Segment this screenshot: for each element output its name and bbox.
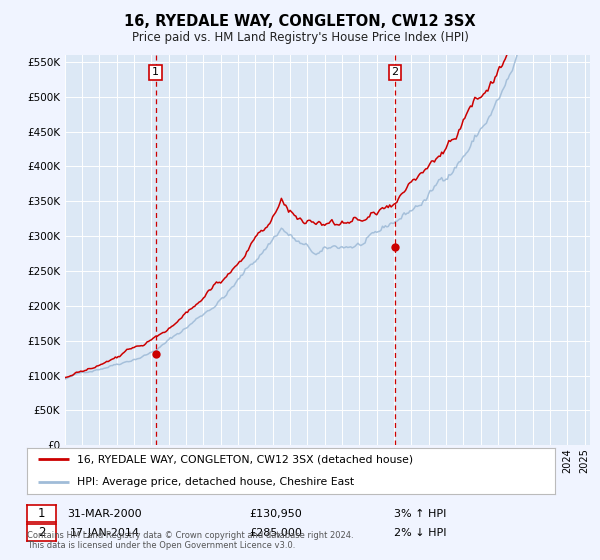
Text: £285,000: £285,000 xyxy=(250,528,302,538)
Text: 2: 2 xyxy=(38,526,45,539)
Text: Price paid vs. HM Land Registry's House Price Index (HPI): Price paid vs. HM Land Registry's House … xyxy=(131,31,469,44)
Text: 2: 2 xyxy=(391,67,398,77)
Text: 16, RYEDALE WAY, CONGLETON, CW12 3SX: 16, RYEDALE WAY, CONGLETON, CW12 3SX xyxy=(124,14,476,29)
Text: 31-MAR-2000: 31-MAR-2000 xyxy=(68,508,142,519)
Text: 2% ↓ HPI: 2% ↓ HPI xyxy=(394,528,446,538)
Text: Contains HM Land Registry data © Crown copyright and database right 2024.
This d: Contains HM Land Registry data © Crown c… xyxy=(27,531,353,550)
Text: 17-JAN-2014: 17-JAN-2014 xyxy=(70,528,140,538)
Text: 1: 1 xyxy=(38,507,45,520)
Text: 1: 1 xyxy=(152,67,159,77)
Text: HPI: Average price, detached house, Cheshire East: HPI: Average price, detached house, Ches… xyxy=(77,478,354,487)
Text: 16, RYEDALE WAY, CONGLETON, CW12 3SX (detached house): 16, RYEDALE WAY, CONGLETON, CW12 3SX (de… xyxy=(77,455,413,464)
Text: 3% ↑ HPI: 3% ↑ HPI xyxy=(394,508,446,519)
Text: £130,950: £130,950 xyxy=(250,508,302,519)
